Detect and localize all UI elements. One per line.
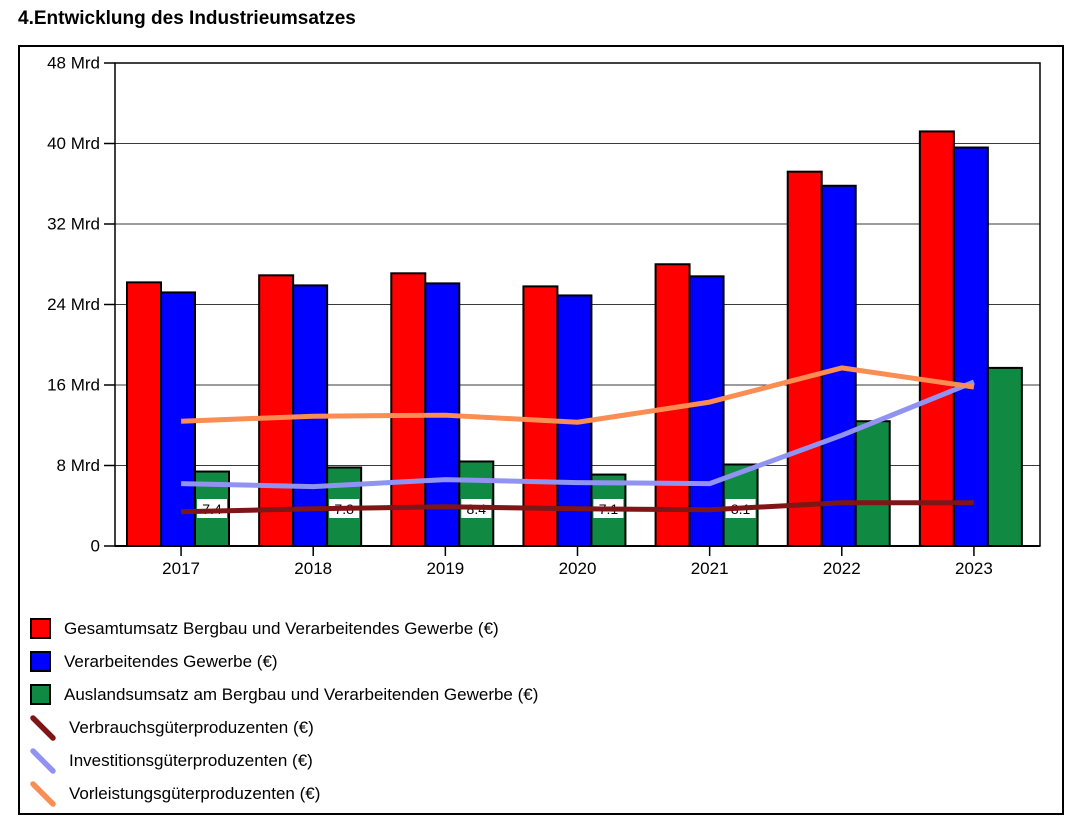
bar-series2-2022 <box>820 184 857 547</box>
legend-item: Investitionsgüterproduzenten (€) <box>30 744 1030 777</box>
bar-series1-2023 <box>918 130 955 548</box>
line-series-2 <box>181 379 975 490</box>
bar-series1-2018 <box>258 274 295 547</box>
chart-legend: Gesamtumsatz Bergbau und Verarbeitendes … <box>30 612 1030 810</box>
legend-label: Investitionsgüterproduzenten (€) <box>69 750 313 770</box>
x-axis-label: 2021 <box>691 559 729 578</box>
legend-line-stroke <box>30 747 56 774</box>
page-title: 4.Entwicklung des Industrieumsatzes <box>18 8 356 29</box>
legend-item: Vorleistungsgüterproduzenten (€) <box>30 777 1030 810</box>
x-axis-label: 2018 <box>294 559 332 578</box>
legend-swatch-2-square <box>30 651 51 672</box>
legend-item: Verarbeitendes Gewerbe (€) <box>30 645 1030 678</box>
y-axis-label: 32 Mrd <box>47 215 100 234</box>
y-axis-label: 16 Mrd <box>47 376 100 395</box>
y-axis-label: 0 <box>91 537 100 556</box>
x-axis-label: 2020 <box>559 559 597 578</box>
legend-swatch-1-square <box>30 618 51 639</box>
legend-line-stroke <box>30 780 56 807</box>
x-axis-label: 2019 <box>426 559 464 578</box>
x-axis-label: 2017 <box>162 559 200 578</box>
legend-swatch-5-line <box>30 747 56 774</box>
legend-swatch-3-square <box>30 684 51 705</box>
legend-swatch-6-line <box>30 780 56 807</box>
bar-series3-2022 <box>854 420 891 548</box>
bar-series1-2022 <box>786 170 823 548</box>
legend-item: Gesamtumsatz Bergbau und Verarbeitendes … <box>30 612 1030 645</box>
legend-swatch-4-line <box>30 714 56 741</box>
legend-label: Verbrauchsgüterproduzenten (€) <box>69 717 314 737</box>
legend-label: Gesamtumsatz Bergbau und Verarbeitendes … <box>64 618 499 638</box>
x-axis-label: 2022 <box>823 559 861 578</box>
y-axis-label: 8 Mrd <box>57 456 100 475</box>
bar-series1-2017 <box>126 281 162 548</box>
y-axis-label: 48 Mrd <box>47 54 100 73</box>
bar-series2-2023 <box>952 146 989 548</box>
legend-line-stroke <box>30 714 56 741</box>
legend-label: Verarbeitendes Gewerbe (€) <box>64 651 278 671</box>
line-series-3 <box>180 365 975 425</box>
y-axis-label: 24 Mrd <box>47 295 100 314</box>
legend-item: Verbrauchsgüterproduzenten (€) <box>30 711 1030 744</box>
bar-series2-2021 <box>688 275 725 547</box>
legend-item: Auslandsumsatz am Bergbau und Verarbeite… <box>30 678 1030 711</box>
line-series-1 <box>181 500 974 515</box>
legend-label: Vorleistungsgüterproduzenten (€) <box>69 783 321 803</box>
x-axis-label: 2023 <box>955 559 993 578</box>
y-axis-label: 40 Mrd <box>47 134 100 153</box>
bar-series3-2023 <box>986 366 1023 547</box>
legend-label: Auslandsumsatz am Bergbau und Verarbeite… <box>64 684 539 704</box>
